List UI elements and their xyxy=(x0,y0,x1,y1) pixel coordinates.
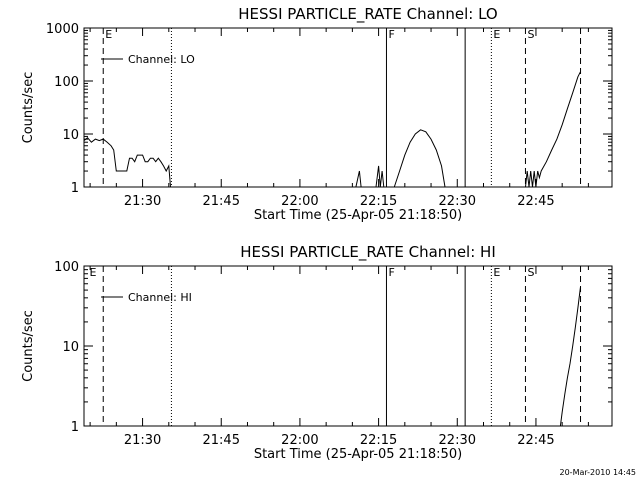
x-axis-label: Start Time (25-Apr-05 21:18:50) xyxy=(254,208,462,223)
x-tick-label: 22:30 xyxy=(439,433,476,448)
event-marker-label: F xyxy=(388,28,394,41)
y-tick-label: 1 xyxy=(71,181,79,196)
x-tick-label: 21:45 xyxy=(203,194,240,209)
x-tick-label: 22:15 xyxy=(360,194,397,209)
x-tick-label: 21:45 xyxy=(203,433,240,448)
event-marker-label: F xyxy=(388,266,394,279)
legend-label: Channel: HI xyxy=(128,291,192,304)
chart-title: HESSI PARTICLE_RATE Channel: LO xyxy=(238,5,497,24)
y-tick-label: 10 xyxy=(62,340,79,355)
series-line-segment xyxy=(393,129,446,188)
y-tick-label: 1000 xyxy=(46,22,79,37)
event-marker-label: E xyxy=(105,28,112,41)
panel-2: HESSI PARTICLE_RATE Channel: HI 21:30 21:4… xyxy=(21,243,613,462)
event-marker-label: E xyxy=(493,28,500,41)
series-line-segment xyxy=(559,286,581,427)
x-tick-label: 22:00 xyxy=(281,194,318,209)
panel-1: HESSI PARTICLE_RATE Channel: LO 21:30 21:4… xyxy=(21,5,613,223)
event-marker-label: E xyxy=(493,266,500,279)
plot-frame xyxy=(83,27,613,188)
series-line-segment xyxy=(355,170,362,188)
x-tick-label: 21:30 xyxy=(124,194,161,209)
x-tick-label: 22:15 xyxy=(360,433,397,448)
x-tick-label: 21:30 xyxy=(124,433,161,448)
x-tick-label: 22:30 xyxy=(439,194,476,209)
y-tick-label: 100 xyxy=(54,75,79,90)
x-tick-label: 22:45 xyxy=(517,433,554,448)
series-line-segment xyxy=(83,137,171,188)
x-tick-label: 22:45 xyxy=(517,194,554,209)
series-line-segment xyxy=(375,165,385,188)
event-marker-label: S xyxy=(527,28,534,41)
legend-label: Channel: LO xyxy=(128,53,195,66)
y-axis-label: Counts/sec xyxy=(21,310,36,382)
event-marker-label: S xyxy=(527,266,534,279)
chart-title: HESSI PARTICLE_RATE Channel: HI xyxy=(240,243,496,262)
y-axis-label: Counts/sec xyxy=(21,72,36,144)
y-tick-label: 100 xyxy=(54,260,79,275)
y-tick-label: 10 xyxy=(62,128,79,143)
event-marker-label: E xyxy=(89,266,96,279)
y-tick-label: 1 xyxy=(71,420,79,435)
series-line-segment xyxy=(525,71,581,188)
plot-frame xyxy=(83,265,613,427)
x-tick-label: 22:00 xyxy=(281,433,318,448)
timestamp-label: 20-Mar-2010 14:45 xyxy=(559,468,637,477)
x-axis-label: Start Time (25-Apr-05 21:18:50) xyxy=(254,447,462,462)
